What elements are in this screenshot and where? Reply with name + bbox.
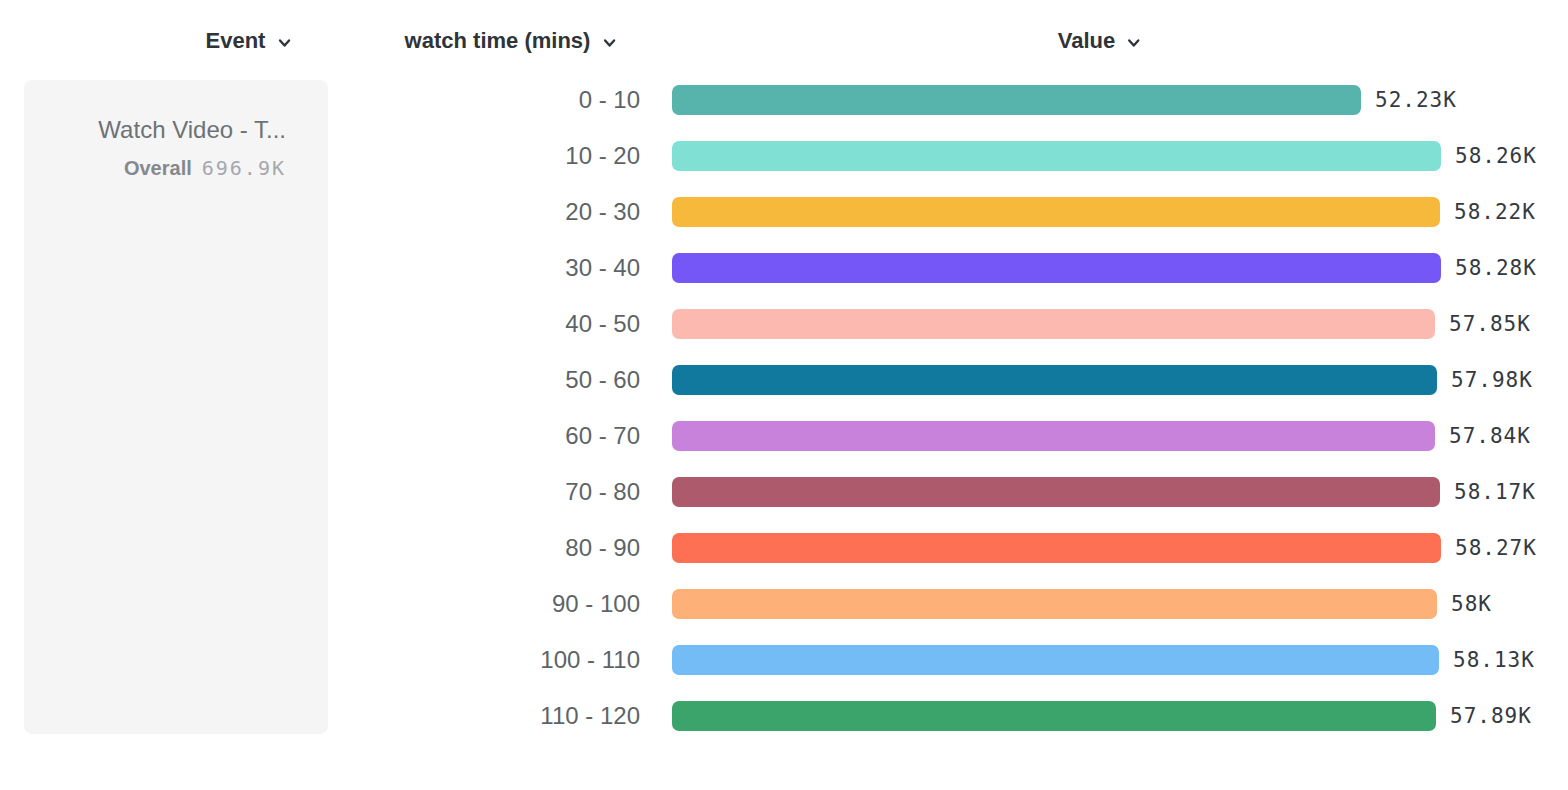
bar-row: 30 - 40 58.28K xyxy=(0,240,1568,296)
bar-value-label: 57.98K xyxy=(1451,368,1533,392)
bar-row: 110 - 120 57.89K xyxy=(0,688,1568,744)
bar-rows: 0 - 10 52.23K 10 - 20 58.26K 20 - 30 58.22K 30… xyxy=(0,72,1568,744)
insights-report: Event watch time (mins) Value Watch Vide… xyxy=(0,0,1568,790)
bucket-label: 50 - 60 xyxy=(0,366,640,394)
chevron-down-icon xyxy=(601,35,617,51)
value-column-header[interactable]: Value xyxy=(1058,26,1142,56)
value-bar[interactable] xyxy=(672,85,1361,115)
bucket-label: 70 - 80 xyxy=(0,478,640,506)
bucket-label: 110 - 120 xyxy=(0,702,640,730)
chevron-down-icon xyxy=(1126,35,1142,51)
value-bar[interactable] xyxy=(672,421,1435,451)
event-column-label: Event xyxy=(206,28,266,54)
bar-row: 80 - 90 58.27K xyxy=(0,520,1568,576)
bar-row: 90 - 100 58K xyxy=(0,576,1568,632)
bar-value-label: 58.22K xyxy=(1454,200,1536,224)
value-bar[interactable] xyxy=(672,365,1437,395)
bar-value-label: 58.13K xyxy=(1453,648,1535,672)
breakdown-column-header[interactable]: watch time (mins) xyxy=(405,26,618,56)
bar-row: 50 - 60 57.98K xyxy=(0,352,1568,408)
bucket-label: 0 - 10 xyxy=(0,86,640,114)
value-bar[interactable] xyxy=(672,309,1435,339)
event-column-header[interactable]: Event xyxy=(206,26,293,56)
bucket-label: 20 - 30 xyxy=(0,198,640,226)
value-bar[interactable] xyxy=(672,197,1440,227)
bar-value-label: 58.26K xyxy=(1455,144,1537,168)
bucket-label: 90 - 100 xyxy=(0,590,640,618)
bar-row: 40 - 50 57.85K xyxy=(0,296,1568,352)
bar-value-label: 57.89K xyxy=(1450,704,1532,728)
value-bar[interactable] xyxy=(672,477,1440,507)
bar-value-label: 58.27K xyxy=(1455,536,1537,560)
bucket-label: 80 - 90 xyxy=(0,534,640,562)
bar-value-label: 52.23K xyxy=(1375,88,1457,112)
chevron-down-icon xyxy=(276,35,292,51)
bar-row: 10 - 20 58.26K xyxy=(0,128,1568,184)
bucket-label: 30 - 40 xyxy=(0,254,640,282)
bucket-label: 60 - 70 xyxy=(0,422,640,450)
bucket-label: 40 - 50 xyxy=(0,310,640,338)
bar-value-label: 58.28K xyxy=(1455,256,1537,280)
bar-value-label: 57.85K xyxy=(1449,312,1531,336)
bucket-label: 100 - 110 xyxy=(0,646,640,674)
value-bar[interactable] xyxy=(672,589,1437,619)
value-column-label: Value xyxy=(1058,28,1115,54)
value-bar[interactable] xyxy=(672,645,1439,675)
bar-row: 70 - 80 58.17K xyxy=(0,464,1568,520)
bar-row: 100 - 110 58.13K xyxy=(0,632,1568,688)
value-bar[interactable] xyxy=(672,701,1436,731)
bar-value-label: 57.84K xyxy=(1449,424,1531,448)
value-bar[interactable] xyxy=(672,141,1441,171)
bar-row: 20 - 30 58.22K xyxy=(0,184,1568,240)
bar-row: 60 - 70 57.84K xyxy=(0,408,1568,464)
bar-value-label: 58.17K xyxy=(1454,480,1536,504)
breakdown-column-label: watch time (mins) xyxy=(405,28,591,54)
value-bar[interactable] xyxy=(672,533,1441,563)
bar-row: 0 - 10 52.23K xyxy=(0,72,1568,128)
bucket-label: 10 - 20 xyxy=(0,142,640,170)
bar-value-label: 58K xyxy=(1451,592,1492,616)
value-bar[interactable] xyxy=(672,253,1441,283)
